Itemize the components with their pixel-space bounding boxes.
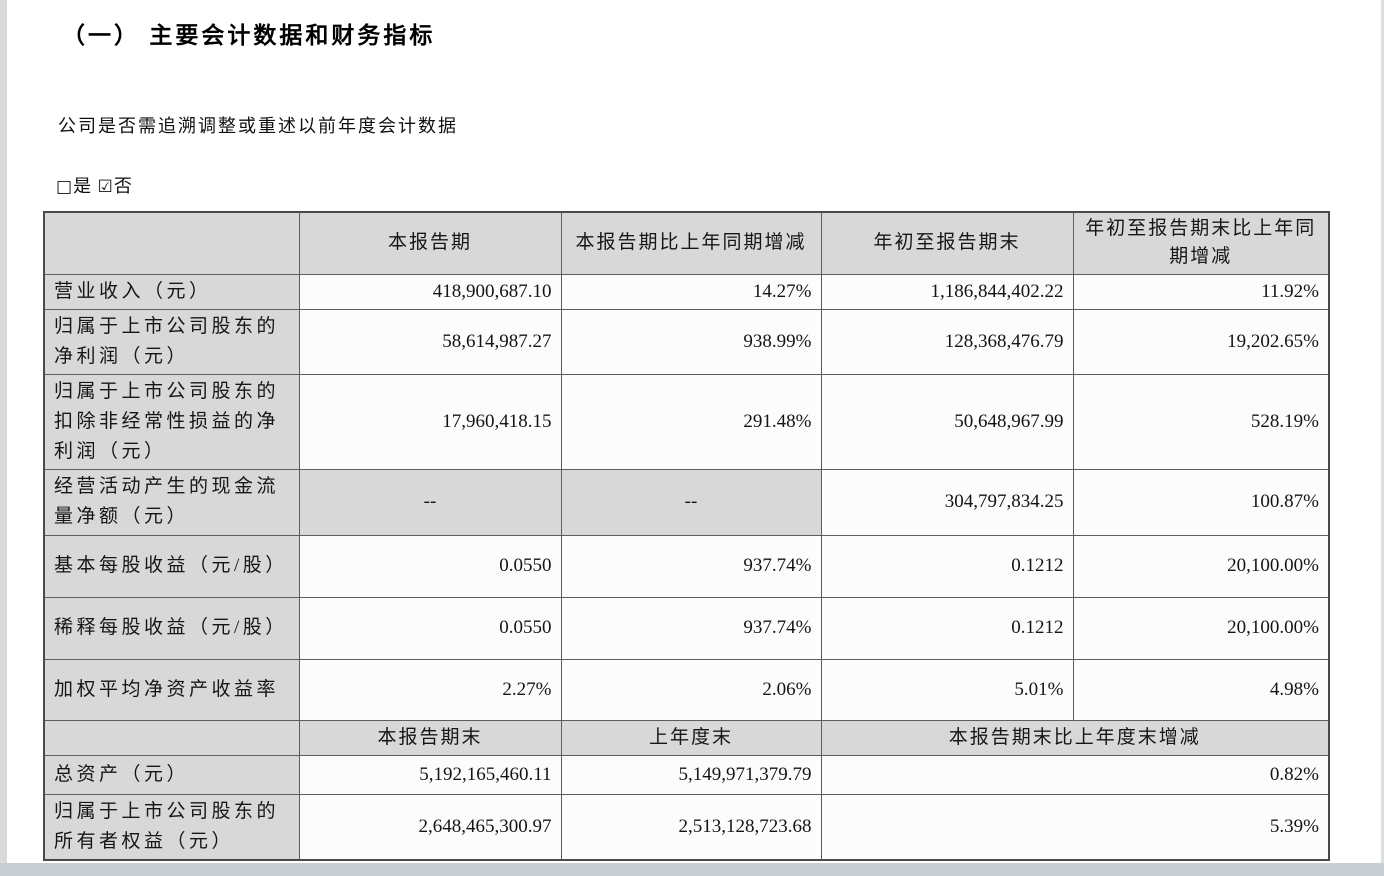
page-frame-bottom <box>0 863 1384 876</box>
value-cell: 5.39% <box>820 793 1330 860</box>
value-cell: 291.48% <box>560 373 822 470</box>
table-header-row-2: 本报告期末 上年度末 本报告期末比上年度末增减 <box>43 719 1330 756</box>
table-row-total-assets: 总资产（元） 5,192,165,460.11 5,149,971,379.79… <box>43 754 1330 795</box>
value-cell: 2.06% <box>560 658 822 721</box>
header-cell-period-vs-prior-year-change: 本报告期末比上年度末增减 <box>820 719 1330 756</box>
page-frame-right <box>1381 0 1384 876</box>
table-row-basic-eps: 基本每股收益（元/股） 0.0550 937.74% 0.1212 20,100… <box>43 534 1330 598</box>
row-label-cell: 加权平均净资产收益率 <box>43 658 300 721</box>
row-label-cell: 归属于上市公司股东的净利润（元） <box>43 308 300 375</box>
value-cell: 4.98% <box>1072 658 1330 721</box>
header-cell-ytd-yoy-change: 年初至报告期末比上年同期增减 <box>1072 211 1330 275</box>
table-row-net-profit-excl-nonrecurring: 归属于上市公司股东的扣除非经常性损益的净利润（元） 17,960,418.15 … <box>43 373 1330 470</box>
table-row-net-profit: 归属于上市公司股东的净利润（元） 58,614,987.27 938.99% 1… <box>43 308 1330 375</box>
checkbox-unchecked-icon: □ <box>56 177 74 197</box>
row-label-cell: 归属于上市公司股东的扣除非经常性损益的净利润（元） <box>43 373 300 470</box>
no-label: 否 <box>113 176 133 196</box>
value-cell: 5.01% <box>820 658 1074 721</box>
table-row-diluted-eps: 稀释每股收益（元/股） 0.0550 937.74% 0.1212 20,100… <box>43 596 1330 660</box>
value-cell: 2,513,128,723.68 <box>560 793 822 860</box>
table-row-operating-cash-flow: 经营活动产生的现金流量净额（元） -- -- 304,797,834.25 10… <box>43 468 1330 536</box>
header-cell-current-period: 本报告期 <box>298 211 562 275</box>
value-cell: 100.87% <box>1072 468 1330 536</box>
header-cell-blank <box>43 211 300 275</box>
header-cell-blank <box>43 719 300 756</box>
value-cell: 11.92% <box>1072 273 1330 310</box>
value-cell: 14.27% <box>560 273 822 310</box>
value-cell: 418,900,687.10 <box>298 273 562 310</box>
value-cell: 304,797,834.25 <box>820 468 1074 536</box>
table-row-weighted-avg-roe: 加权平均净资产收益率 2.27% 2.06% 5.01% 4.98% <box>43 658 1330 721</box>
value-cell: 0.0550 <box>298 596 562 660</box>
value-cell: 50,648,967.99 <box>820 373 1074 470</box>
value-cell: 17,960,418.15 <box>298 373 562 470</box>
table-header-row-1: 本报告期 本报告期比上年同期增减 年初至报告期末 年初至报告期末比上年同期增减 <box>43 211 1330 275</box>
header-cell-ytd: 年初至报告期末 <box>820 211 1074 275</box>
value-cell: 528.19% <box>1072 373 1330 470</box>
value-cell: 20,100.00% <box>1072 534 1330 598</box>
value-cell: 2,648,465,300.97 <box>298 793 562 860</box>
row-label-cell: 营业收入（元） <box>43 273 300 310</box>
header-cell-end-of-period: 本报告期末 <box>298 719 562 756</box>
value-cell: 2.27% <box>298 658 562 721</box>
value-cell: 0.1212 <box>820 596 1074 660</box>
value-cell: 1,186,844,402.22 <box>820 273 1074 310</box>
row-label-cell: 总资产（元） <box>43 754 300 795</box>
section-title: （一） 主要会计数据和财务指标 <box>62 22 436 48</box>
header-cell-end-of-prior-year: 上年度末 <box>560 719 822 756</box>
value-cell: 0.0550 <box>298 534 562 598</box>
value-cell: 5,149,971,379.79 <box>560 754 822 795</box>
yes-label: 是 <box>73 176 93 196</box>
table-row-owners-equity: 归属于上市公司股东的所有者权益（元） 2,648,465,300.97 2,51… <box>43 793 1330 860</box>
row-label-cell: 稀释每股收益（元/股） <box>43 596 300 660</box>
value-cell: 20,100.00% <box>1072 596 1330 660</box>
row-label-cell: 归属于上市公司股东的所有者权益（元） <box>43 793 300 860</box>
value-cell: 5,192,165,460.11 <box>298 754 562 795</box>
value-cell: 938.99% <box>560 308 822 375</box>
value-cell-na: -- <box>298 468 562 536</box>
value-cell: 58,614,987.27 <box>298 308 562 375</box>
table-row-revenue: 营业收入（元） 418,900,687.10 14.27% 1,186,844,… <box>43 273 1330 310</box>
value-cell: 0.82% <box>820 754 1330 795</box>
value-cell: 937.74% <box>560 534 822 598</box>
page-frame-left <box>0 0 7 876</box>
value-cell: 128,368,476.79 <box>820 308 1074 375</box>
value-cell-na: -- <box>560 468 822 536</box>
row-label-cell: 基本每股收益（元/股） <box>43 534 300 598</box>
key-financial-indicators-table: 本报告期 本报告期比上年同期增减 年初至报告期末 年初至报告期末比上年同期增减 … <box>43 211 1330 861</box>
yes-no-answer-line: □是 ☑否 <box>56 172 133 198</box>
header-cell-yoy-change: 本报告期比上年同期增减 <box>560 211 822 275</box>
restatement-question: 公司是否需追溯调整或重述以前年度会计数据 <box>58 116 458 136</box>
value-cell: 0.1212 <box>820 534 1074 598</box>
row-label-cell: 经营活动产生的现金流量净额（元） <box>43 468 300 536</box>
value-cell: 937.74% <box>560 596 822 660</box>
value-cell: 19,202.65% <box>1072 308 1330 375</box>
checkbox-checked-icon: ☑ <box>97 177 114 197</box>
